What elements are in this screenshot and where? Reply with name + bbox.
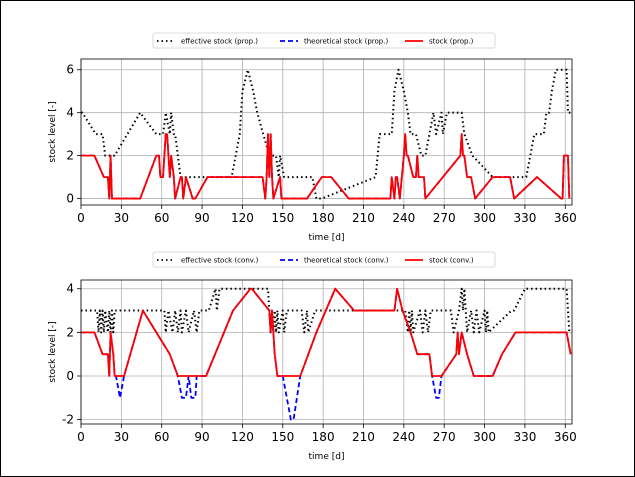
legend: effective stock (conv.) theoretical stock…: [152, 251, 496, 268]
x-tick-label: 330: [513, 211, 536, 225]
x-tick-label: 270: [433, 430, 456, 444]
y-tick-label: 4: [66, 282, 74, 296]
plot-frame: [80, 279, 573, 425]
x-tick-label: 210: [352, 430, 375, 444]
y-axis-label: stock level [-]: [48, 101, 58, 162]
x-tick-label: 330: [513, 430, 536, 444]
x-tick-label: 60: [154, 430, 169, 444]
legend-label-2: theoretical stock (conv.): [304, 257, 389, 265]
x-tick-label: 120: [231, 430, 254, 444]
x-tick-label: 180: [312, 430, 335, 444]
x-tick-label: 120: [231, 211, 254, 225]
legend-box: [152, 251, 496, 268]
x-axis-label: time [d]: [309, 233, 345, 243]
x-tick-label: 60: [154, 211, 169, 225]
plot-2: 0 30 60 90 120 150 180 210 240 270 300 330 360-2024t…: [48, 251, 577, 462]
x-tick-label: 30: [114, 211, 129, 225]
x-tick-label: 270: [433, 211, 456, 225]
x-axis-label: time [d]: [309, 452, 345, 462]
x-tick-label: 300: [473, 430, 496, 444]
x-tick-label: 180: [312, 211, 335, 225]
y-tick-label: 2: [66, 325, 74, 339]
y-tick-label: 0: [66, 192, 74, 206]
series-line-1: [81, 68, 572, 200]
y-tick-label: -2: [62, 413, 74, 427]
y-tick-label: 0: [66, 369, 74, 383]
x-tick-label: 360: [554, 430, 577, 444]
x-tick-label: 240: [392, 211, 415, 225]
series-line-3: [81, 287, 572, 377]
legend-label-2: theoretical stock (prop.): [304, 38, 388, 46]
x-tick-label: 210: [352, 211, 375, 225]
legend: effective stock (prop.) theoretical stock…: [152, 32, 496, 49]
series-line-2: [81, 133, 571, 200]
x-tick-label: 360: [554, 211, 577, 225]
series-line-3: [81, 133, 571, 200]
legend-label-3: stock (conv.): [429, 257, 474, 265]
x-tick-label: 240: [392, 430, 415, 444]
y-tick-label: 6: [66, 63, 74, 77]
legend-label-1: effective stock (prop.): [181, 38, 258, 46]
x-tick-label: 300: [473, 211, 496, 225]
x-tick-label: 0: [77, 430, 85, 444]
x-tick-label: 90: [194, 430, 209, 444]
y-axis-label: stock level [-]: [48, 321, 58, 382]
x-tick-label: 30: [114, 430, 129, 444]
x-tick-label: 90: [194, 211, 209, 225]
x-tick-label: 0: [77, 211, 85, 225]
legend-label-3: stock (prop.): [429, 38, 474, 46]
plot-frame: [80, 58, 573, 206]
y-tick-label: 4: [66, 106, 74, 120]
series-group: [81, 287, 572, 421]
y-tick-label: 2: [66, 149, 74, 163]
x-tick-label: 150: [271, 211, 294, 225]
legend-box: [152, 32, 496, 49]
legend-label-1: effective stock (conv.): [181, 257, 259, 265]
x-tick-label: 150: [271, 430, 294, 444]
series-group: [81, 68, 572, 200]
plot-1: 0 30 60 90 120 150 180 210 240 270 300 330 360 0 2 4 6 ti…: [48, 32, 577, 243]
